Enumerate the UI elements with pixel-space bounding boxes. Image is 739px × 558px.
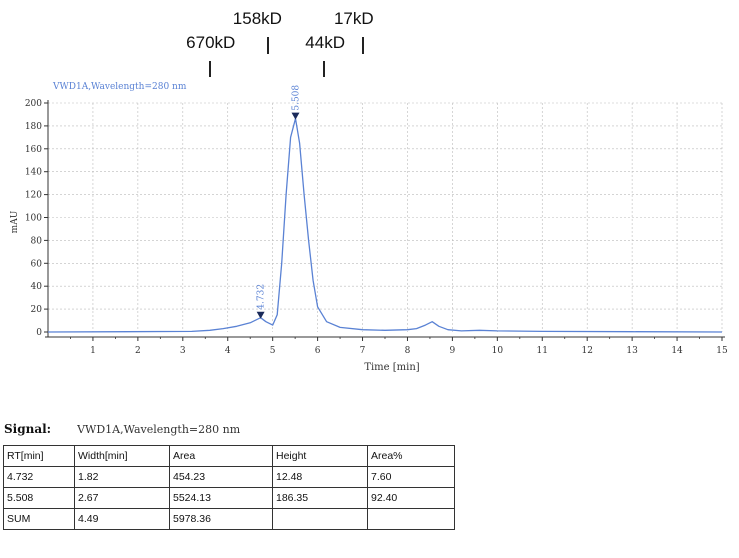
x-tick-label: 10 [492, 346, 504, 356]
table-cell: 1.82 [74, 466, 170, 488]
x-tick-label: 11 [537, 346, 548, 356]
x-tick-label: 13 [626, 346, 638, 356]
results-table: RT[min] Width[min] Area Height Area% 4.732 1.8… [3, 445, 455, 530]
series [47, 117, 723, 333]
signal-line: Signal: VWD1A,Wavelength=280 nm [4, 422, 240, 436]
x-tick-label: 8 [405, 346, 411, 356]
chart-title: VWD1A,Wavelength=280 nm [52, 82, 187, 92]
grid [48, 102, 723, 332]
table-cell: 7.60 [367, 466, 455, 488]
signal-value: VWD1A,Wavelength=280 nm [77, 423, 241, 436]
y-tick-label: 100 [25, 214, 42, 224]
table-cell: 92.40 [367, 487, 455, 509]
peak-label: 4.732 [257, 284, 267, 310]
signal-label: Signal: [4, 422, 52, 436]
x-tick-label: 6 [315, 346, 321, 356]
x-tick-label: 7 [360, 346, 366, 356]
y-tick-label: 200 [25, 99, 42, 109]
x-tick-label: 15 [716, 346, 728, 356]
table-header-cell: RT[min] [3, 445, 75, 467]
y-tick-label: 20 [31, 305, 43, 315]
peak-markers: 4.732 5.508 [256, 85, 301, 319]
peak-label: 5.508 [291, 85, 301, 111]
table-cell: 4.49 [74, 508, 170, 530]
table-header-cell: Height [272, 445, 368, 467]
y-tick-label: 0 [36, 328, 42, 338]
table-cell: 12.48 [272, 466, 368, 488]
x-tick-label: 5 [270, 346, 276, 356]
x-tick-label: 9 [450, 346, 456, 356]
x-tick-label: 2 [135, 346, 141, 356]
chromatogram-chart: VWD1A,Wavelength=280 nm mAU Time [min] 0… [10, 82, 728, 373]
series-line [47, 117, 723, 333]
mw-marker-tick [267, 37, 270, 54]
x-axis-label: Time [min] [364, 362, 419, 373]
mw-marker-tick [361, 37, 364, 54]
y-axis-label: mAU [10, 210, 20, 233]
table-cell: 5524.13 [169, 487, 273, 509]
table-cell: 5978.36 [169, 508, 273, 530]
peak-marker [256, 311, 265, 319]
y-tick-label: 80 [31, 236, 43, 246]
x-tick-label: 4 [225, 346, 231, 356]
y-tick-label: 160 [25, 145, 42, 155]
mw-marker-tick [323, 61, 326, 77]
peak-marker [291, 112, 300, 120]
mw-marker-label: 670kD [186, 33, 236, 52]
table-cell: 4.732 [3, 466, 75, 488]
y-tick-label: 180 [25, 122, 42, 132]
mw-marker-label: 17kD [333, 9, 374, 28]
table-row: 4.732 1.82 454.23 12.48 7.60 [3, 466, 455, 488]
y-tick-label: 120 [25, 191, 42, 201]
table-header-cell: Area% [367, 445, 455, 467]
table-header-cell: Width[min] [74, 445, 170, 467]
x-tick-label: 3 [180, 346, 186, 356]
y-tick-label: 140 [25, 168, 42, 178]
mw-marker-label: 158kD [232, 9, 282, 28]
table-cell: 186.35 [272, 487, 368, 509]
table-cell [367, 508, 455, 530]
table-row: 5.508 2.67 5524.13 186.35 92.40 [3, 487, 455, 509]
table-cell: 5.508 [3, 487, 75, 509]
table-cell [272, 508, 368, 530]
table-header-cell: Area [169, 445, 273, 467]
y-tick-label: 60 [31, 259, 43, 269]
x-tick-label: 1 [90, 346, 96, 356]
table-header-row: RT[min] Width[min] Area Height Area% [3, 445, 455, 467]
table-row: SUM 4.49 5978.36 [3, 508, 455, 530]
table-cell: SUM [3, 508, 75, 530]
mw-marker-label: 44kD [305, 33, 345, 52]
table-cell: 454.23 [169, 466, 273, 488]
mw-marker-tick [208, 61, 211, 77]
table-cell: 2.67 [74, 487, 170, 509]
x-tick-label: 14 [671, 346, 683, 356]
x-tick-label: 12 [581, 346, 592, 356]
y-tick-label: 40 [31, 282, 43, 292]
